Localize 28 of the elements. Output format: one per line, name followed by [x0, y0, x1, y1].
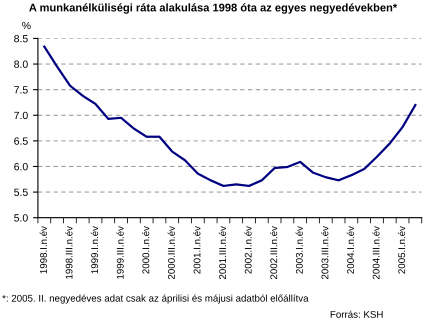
- y-tick-label: 5.0: [14, 214, 28, 222]
- x-tick-label: 2003.III.n.év: [321, 226, 328, 280]
- y-tick-label: 6.5: [14, 137, 28, 145]
- y-tick-label: 8.0: [14, 60, 28, 68]
- y-axis-title: %: [22, 22, 31, 30]
- x-tick-label: 2001.I.n.év: [193, 226, 200, 274]
- line-series: [43, 46, 416, 188]
- x-tick-label: 2000.III.n.év: [168, 226, 175, 280]
- x-tick-label: 1999.III.n.év: [116, 226, 124, 279]
- y-tick-label: 6.0: [14, 162, 28, 170]
- x-tick-label: 1998.III.n.év: [65, 226, 73, 279]
- x-tick-label: 2001.III.n.év: [218, 226, 226, 280]
- y-tick-label: 8.5: [14, 34, 28, 42]
- x-tick-label: 1998.I.n.év: [40, 226, 47, 274]
- x-tick-label: 2002.III.n.év: [270, 226, 278, 280]
- y-tick-label: 5.5: [14, 188, 28, 196]
- chart-title: A munkanélküliségi ráta alakulása 1998 óta az egyes negyedévekben*: [29, 3, 398, 14]
- x-tick-label: 2004.I.n.év: [346, 226, 354, 274]
- x-tick-label: 2002.I.n.év: [244, 226, 252, 274]
- x-tick-label: 2005.I.n.év: [398, 226, 406, 274]
- text: *: 2005. II. negyedéves adat csak az áprilisi és májusi adatból előállítva: [2, 294, 309, 304]
- text: Forrás: KSH: [330, 310, 383, 318]
- y-tick-label: 7.5: [14, 86, 28, 94]
- x-tick-label: 2003.I.n.év: [296, 226, 303, 274]
- y-tick-label: 7.0: [14, 112, 28, 120]
- x-tick-label: 2000.I.n.év: [142, 226, 150, 274]
- x-tick-label: 1999.I.n.év: [90, 226, 98, 274]
- x-tick-label: 2004.III.n.év: [372, 226, 380, 280]
